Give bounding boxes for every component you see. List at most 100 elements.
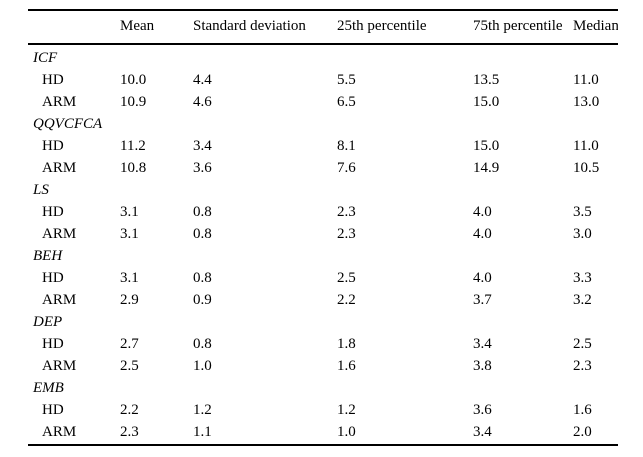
data-row: HD 2.7 0.8 1.8 3.4 2.5 [28,334,618,356]
value-cell: 4.0 [473,226,492,242]
value-cell: 3.3 [573,270,592,286]
statistics-table: Mean Standard deviation 25th percentile … [28,9,618,446]
row-label: HD [42,72,64,88]
row-label: ARM [42,226,77,242]
value-cell: 2.3 [337,204,356,220]
value-cell: 2.9 [120,292,139,308]
row-label: ARM [42,94,77,110]
table-body: ICF HD 10.0 4.4 5.5 13.5 11.0 ARM 10.9 4.6 6.5 15.0… [28,44,618,445]
value-cell: 2.5 [120,358,139,374]
group-label: EMB [33,380,64,396]
data-row: HD 3.1 0.8 2.3 4.0 3.5 [28,202,618,224]
value-cell: 4.4 [193,72,212,88]
statistics-table-container: Mean Standard deviation 25th percentile … [28,9,618,446]
row-label: ARM [42,358,77,374]
row-label: HD [42,270,64,286]
value-cell: 3.5 [573,204,592,220]
value-cell: 0.9 [193,292,212,308]
column-header-empty [28,10,120,45]
value-cell: 1.1 [193,424,212,440]
value-cell: 4.0 [473,204,492,220]
value-cell: 3.6 [473,402,492,418]
value-cell: 3.0 [573,226,592,242]
header-row: Mean Standard deviation 25th percentile … [28,10,618,45]
data-row: HD 11.2 3.4 8.1 15.0 11.0 [28,136,618,158]
value-cell: 3.8 [473,358,492,374]
column-header-mean: Mean [120,10,193,45]
value-cell: 1.8 [337,336,356,352]
group-header-row: DEP [28,312,618,334]
data-row: HD 3.1 0.8 2.5 4.0 3.3 [28,268,618,290]
value-cell: 1.2 [193,402,212,418]
value-cell: 11.0 [573,72,599,88]
data-row: ARM 10.8 3.6 7.6 14.9 10.5 [28,158,618,180]
value-cell: 6.5 [337,94,356,110]
value-cell: 5.5 [337,72,356,88]
value-cell: 10.9 [120,94,147,110]
value-cell: 2.0 [573,424,592,440]
value-cell: 1.6 [573,402,592,418]
group-header-row: LS [28,180,618,202]
value-cell: 15.0 [473,138,500,154]
value-cell: 2.5 [337,270,356,286]
value-cell: 2.7 [120,336,139,352]
value-cell: 1.0 [193,358,212,374]
row-label: ARM [42,160,77,176]
column-header-std: Standard deviation [193,10,337,45]
value-cell: 3.1 [120,270,139,286]
row-label: HD [42,138,64,154]
group-header-row: QQVCFCA [28,114,618,136]
value-cell: 11.0 [573,138,599,154]
value-cell: 0.8 [193,270,212,286]
value-cell: 2.3 [337,226,356,242]
value-cell: 11.2 [120,138,146,154]
value-cell: 13.0 [573,94,600,110]
value-cell: 10.0 [120,72,147,88]
value-cell: 4.0 [473,270,492,286]
value-cell: 3.4 [473,336,492,352]
value-cell: 8.1 [337,138,356,154]
value-cell: 1.2 [337,402,356,418]
row-label: ARM [42,292,77,308]
column-header-p25: 25th percentile [337,10,473,45]
group-label: LS [33,182,49,198]
data-row: ARM 2.9 0.9 2.2 3.7 3.2 [28,290,618,312]
row-label: HD [42,402,64,418]
column-header-p75: 75th percentile [473,10,573,45]
value-cell: 7.6 [337,160,356,176]
value-cell: 3.7 [473,292,492,308]
data-row: ARM 2.3 1.1 1.0 3.4 2.0 [28,422,618,445]
group-label: DEP [33,314,63,330]
group-label: BEH [33,248,63,264]
value-cell: 3.4 [473,424,492,440]
group-header-row: EMB [28,378,618,400]
row-label: HD [42,204,64,220]
row-label: HD [42,336,64,352]
value-cell: 3.2 [573,292,592,308]
value-cell: 13.5 [473,72,500,88]
group-label: ICF [33,50,58,66]
group-header-row: BEH [28,246,618,268]
value-cell: 0.8 [193,226,212,242]
data-row: ARM 2.5 1.0 1.6 3.8 2.3 [28,356,618,378]
value-cell: 15.0 [473,94,500,110]
value-cell: 3.4 [193,138,212,154]
value-cell: 0.8 [193,204,212,220]
value-cell: 3.1 [120,226,139,242]
value-cell: 3.6 [193,160,212,176]
value-cell: 0.8 [193,336,212,352]
row-label: ARM [42,424,77,440]
value-cell: 2.3 [120,424,139,440]
value-cell: 10.8 [120,160,147,176]
group-header-row: ICF [28,44,618,70]
data-row: ARM 10.9 4.6 6.5 15.0 13.0 [28,92,618,114]
value-cell: 2.3 [573,358,592,374]
value-cell: 2.2 [120,402,139,418]
data-row: ARM 3.1 0.8 2.3 4.0 3.0 [28,224,618,246]
data-row: HD 2.2 1.2 1.2 3.6 1.6 [28,400,618,422]
value-cell: 2.5 [573,336,592,352]
value-cell: 2.2 [337,292,356,308]
value-cell: 1.6 [337,358,356,374]
value-cell: 10.5 [573,160,600,176]
value-cell: 4.6 [193,94,212,110]
